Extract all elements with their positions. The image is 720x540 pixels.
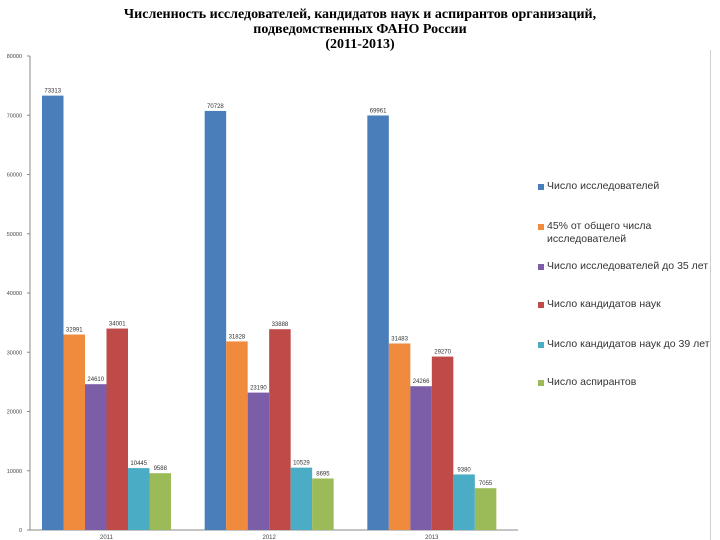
bar [247,392,270,530]
legend-item: Число кандидатов наук [538,298,661,311]
bar [42,95,64,530]
y-tick-label: 10000 [7,469,22,475]
bar [453,474,475,530]
bar [312,478,334,530]
bar [290,467,313,530]
legend-label: Число исследователей [547,180,660,192]
data-label: 9380 [457,467,471,473]
legend-label: Число кандидатов наук [547,298,661,310]
legend-swatch [538,302,544,308]
data-label: 32991 [66,328,83,334]
legend-label: Число исследователей до 35 лет [547,260,709,272]
y-tick-label: 40000 [7,291,22,297]
bar [85,384,107,530]
y-tick-label: 70000 [7,113,22,119]
legend-label: Число аспирантов [547,376,637,388]
bar [410,386,432,530]
bar [388,343,411,530]
legend-item: Число аспирантов [538,376,636,389]
bar [431,356,454,530]
y-tick-label: 60000 [7,173,22,179]
bar [367,115,389,530]
bar [474,488,497,530]
bar [106,328,128,530]
data-label: 34001 [109,322,126,328]
bar [204,110,227,531]
legend-item: Число кандидатов наук до 39 лет [538,338,710,351]
data-label: 8695 [316,471,330,477]
frame-border [710,50,711,540]
legend-item: Число исследователей [538,180,659,193]
x-tick-label: 2011 [100,535,114,540]
data-label: 23190 [250,386,267,392]
x-tick-label: 2012 [262,535,276,540]
y-tick-label: 80000 [7,54,22,60]
data-label: 31828 [229,334,246,340]
data-label: 24266 [413,379,430,385]
legend-label: Число кандидатов наук до 39 лет [547,338,710,350]
bar [269,329,291,530]
legend-label: 45% от общего числа исследователей [547,220,652,245]
bar [149,473,171,530]
data-label: 10445 [130,461,147,467]
y-tick-label: 20000 [7,410,22,416]
data-label: 69961 [370,108,387,114]
y-tick-label: 50000 [7,232,22,238]
chart-title-line-2: подведомственных ФАНО России [253,22,467,37]
legend-item: 45% от общего числа исследователей [538,220,667,246]
data-label: 33888 [272,322,289,328]
data-label: 73313 [44,89,61,95]
y-tick-label: 30000 [7,350,22,356]
bar [63,334,85,530]
data-label: 10529 [293,461,310,467]
legend-swatch [538,224,544,230]
legend-swatch [538,264,544,270]
y-tick-label: 0 [19,528,22,534]
data-label: 9588 [154,466,168,472]
bar [128,468,150,530]
legend-swatch [538,342,544,348]
data-label: 24610 [87,377,104,383]
chart-title-line-1: Численность исследователей, кандидатов н… [123,7,597,22]
data-label: 29270 [434,350,451,356]
x-tick-label: 2013 [425,535,439,540]
data-label: 70728 [207,104,224,110]
bar [226,341,248,530]
data-label: 7055 [479,481,493,487]
legend-swatch [538,184,544,190]
chart-title-line-3: (2011-2013) [325,37,395,52]
legend-item: Число исследователей до 35 лет [538,260,708,273]
data-label: 31483 [391,336,408,342]
legend-swatch [538,380,544,386]
